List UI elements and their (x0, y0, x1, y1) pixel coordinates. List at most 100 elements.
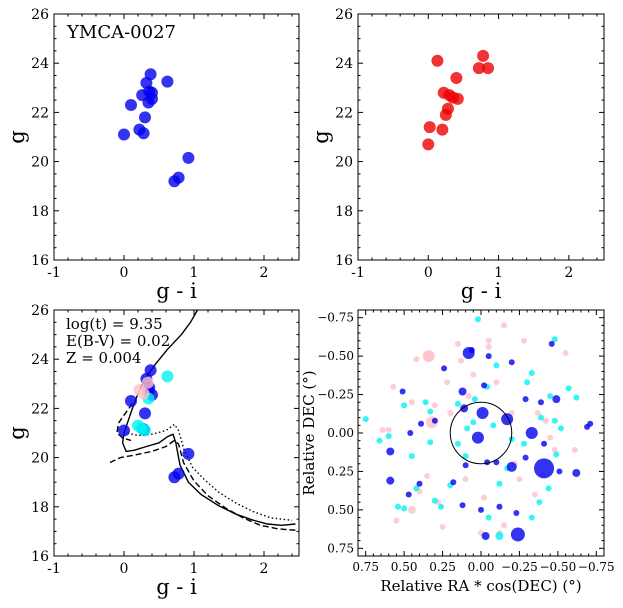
cyan-point (401, 402, 408, 409)
cyan-point (537, 414, 544, 421)
y-axis-label: g (5, 130, 29, 143)
y-tick-label: 0.50 (327, 503, 354, 517)
cyan-point (462, 453, 469, 460)
isochrone-line (127, 423, 293, 521)
cyan-point (485, 514, 492, 521)
pink-point (501, 522, 508, 529)
cyan-point (376, 437, 383, 444)
y-tick-label: 16 (31, 549, 49, 565)
y-tick-label: 0.75 (327, 541, 354, 555)
blue-point (386, 447, 395, 456)
cyan-point (408, 453, 415, 460)
x-tick-label: −0.50 (539, 560, 576, 574)
large-pink-point (422, 350, 435, 363)
blue-point (556, 468, 563, 475)
pink-point (485, 343, 492, 350)
x-tick-label: −0.25 (501, 560, 538, 574)
cyan-point (431, 497, 438, 504)
member-point (118, 128, 130, 141)
blue-point (481, 532, 490, 541)
members-point (144, 364, 157, 377)
pink-point (571, 446, 578, 453)
cyan-point (438, 503, 445, 510)
panel-1: -1 0 1 2 16 18 20 22 24 26 g - i g YMCA-0027 (5, 7, 300, 303)
members-point (118, 424, 130, 437)
blue-point (522, 454, 529, 461)
y-tick-label: 18 (31, 204, 49, 220)
pink-point (542, 417, 549, 424)
chart-title: YMCA-0027 (66, 22, 176, 43)
y-tick-label: 18 (31, 500, 49, 516)
member-point (182, 151, 195, 164)
x-tick-label: 2 (260, 561, 269, 577)
annotation: E(B-V) = 0.02 (66, 332, 170, 350)
blue-point (478, 506, 484, 513)
blue-point (462, 462, 469, 469)
blue-point (537, 399, 544, 406)
blue-point (541, 440, 548, 447)
members-point (125, 395, 137, 408)
field-series (422, 49, 495, 151)
pink-point (444, 379, 451, 386)
blue-point (416, 480, 423, 487)
member-point (137, 127, 150, 140)
field-point (477, 49, 490, 62)
blue-point (418, 420, 425, 427)
x-tick-label: 0 (424, 265, 433, 281)
blue-point (552, 395, 561, 404)
pink-point (424, 473, 431, 480)
cyan-point (464, 425, 471, 432)
member-point (125, 99, 137, 112)
y-tick-label: 20 (335, 155, 353, 171)
x-tick-label: -1 (351, 265, 365, 281)
panel-2: -1 0 1 2 16 18 20 22 24 26 g - i g (309, 7, 605, 303)
x-tick-label: 2 (260, 265, 269, 281)
cyan-point (557, 425, 564, 432)
pink-point (458, 357, 465, 364)
blue-point (501, 413, 514, 426)
x-axis-label: g - i (461, 279, 502, 303)
y-tick-label: 20 (31, 451, 49, 467)
isochrone-line (116, 403, 133, 442)
y-tick-label: 26 (31, 303, 49, 319)
cyan-point (547, 393, 554, 400)
pink-stars-point (133, 383, 146, 396)
pink-point (531, 491, 538, 498)
cyan-stars-series (132, 370, 174, 437)
cyan-series (362, 316, 580, 541)
y-tick-label: 20 (31, 155, 49, 171)
pink-point (485, 337, 492, 344)
y-tick-label: 16 (31, 253, 49, 269)
y-tick-label: 0.25 (327, 464, 354, 478)
blue-point (441, 365, 448, 372)
cyan-point (551, 336, 558, 343)
members-series (118, 364, 195, 484)
y-axis-label: g (309, 130, 333, 143)
y-tick-label: 26 (31, 7, 49, 23)
x-tick-label: -1 (47, 561, 61, 577)
field-point (451, 92, 464, 105)
x-tick-label: 0 (120, 265, 129, 281)
field-point (450, 71, 463, 84)
cyan-point (422, 399, 429, 406)
y-tick-label: −0.25 (317, 388, 354, 402)
blue-point (522, 396, 529, 403)
pink-point (454, 340, 461, 347)
y-tick-label: 24 (31, 352, 49, 368)
cyan-stars-point (132, 419, 144, 432)
pink-point (390, 383, 397, 390)
pink-point (551, 446, 558, 453)
x-tick-label: -1 (47, 265, 61, 281)
pink-point (431, 402, 438, 409)
blue-point (506, 461, 517, 472)
annotation: Z = 0.004 (66, 349, 141, 367)
cyan-point (470, 419, 477, 426)
x-tick-label: 2 (564, 265, 573, 281)
blue-point (510, 527, 525, 542)
cluster-radius-circle (449, 401, 513, 465)
y-tick-label: 16 (335, 253, 353, 269)
pink-point (439, 523, 446, 530)
x-tick-label: 0 (120, 561, 129, 577)
blue-point (450, 479, 457, 486)
